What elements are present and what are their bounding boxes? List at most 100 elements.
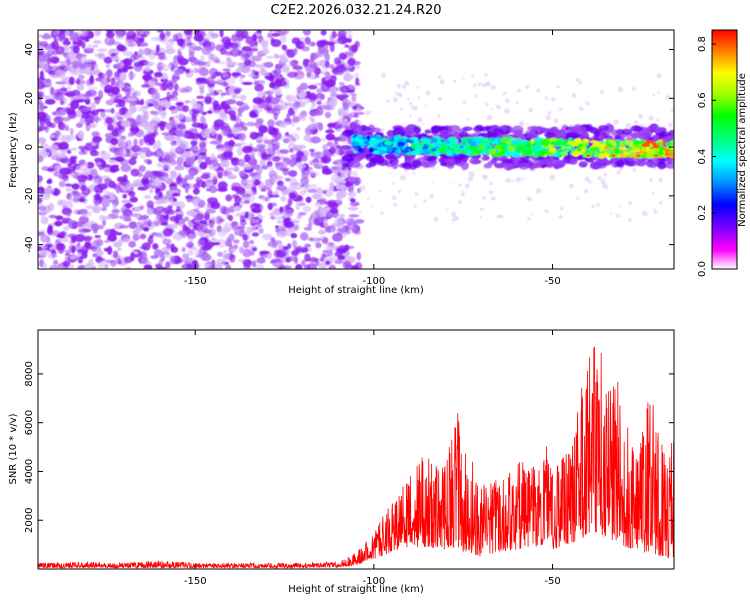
snr-y-tick-label: 8000 bbox=[24, 361, 35, 386]
noise-speckle bbox=[347, 206, 359, 211]
noise-speckle bbox=[296, 86, 302, 93]
noise-speckle bbox=[208, 219, 215, 229]
noise-speckle bbox=[59, 99, 65, 106]
noise-speckle bbox=[329, 43, 335, 53]
noise-speckle bbox=[93, 64, 99, 71]
faint-speckle bbox=[437, 114, 441, 118]
noise-speckle bbox=[227, 174, 237, 180]
faint-speckle bbox=[407, 98, 410, 101]
noise-speckle bbox=[301, 46, 310, 52]
noise-speckle bbox=[217, 147, 228, 152]
signal-cell bbox=[494, 144, 503, 150]
noise-speckle bbox=[114, 153, 123, 158]
noise-speckle bbox=[38, 103, 45, 111]
noise-speckle bbox=[59, 167, 70, 176]
signal-cell bbox=[562, 147, 571, 152]
noise-speckle bbox=[141, 176, 149, 186]
faint-speckle bbox=[468, 171, 475, 177]
faint-speckle bbox=[357, 120, 362, 125]
noise-speckle bbox=[84, 92, 91, 98]
noise-speckle bbox=[169, 151, 178, 160]
noise-speckle bbox=[297, 74, 305, 78]
noise-speckle bbox=[308, 257, 318, 263]
noise-speckle bbox=[93, 184, 104, 194]
noise-speckle bbox=[78, 150, 88, 156]
faint-speckle bbox=[535, 188, 542, 194]
signal-halo bbox=[481, 156, 490, 161]
noise-speckle bbox=[314, 151, 323, 156]
noise-speckle bbox=[132, 152, 139, 157]
noise-speckle bbox=[322, 157, 328, 163]
noise-speckle bbox=[40, 216, 49, 225]
noise-speckle bbox=[147, 236, 154, 245]
noise-speckle bbox=[176, 55, 184, 62]
faint-speckle bbox=[425, 104, 428, 107]
noise-speckle bbox=[72, 197, 80, 203]
noise-speckle bbox=[282, 30, 290, 35]
noise-speckle bbox=[128, 72, 136, 79]
signal-cell bbox=[363, 138, 368, 143]
noise-speckle bbox=[217, 238, 227, 248]
noise-speckle bbox=[160, 195, 170, 200]
faint-speckle bbox=[466, 118, 469, 121]
signal-halo bbox=[595, 156, 608, 165]
snr-series-line bbox=[38, 346, 674, 569]
noise-speckle bbox=[264, 96, 272, 104]
noise-speckle bbox=[151, 181, 163, 187]
noise-speckle bbox=[200, 54, 205, 63]
signal-cell bbox=[461, 137, 470, 142]
noise-speckle bbox=[283, 138, 290, 144]
noise-speckle bbox=[130, 156, 138, 160]
noise-speckle bbox=[332, 165, 341, 175]
faint-speckle bbox=[400, 174, 406, 181]
signal-cell bbox=[555, 138, 565, 142]
noise-speckle bbox=[85, 205, 97, 210]
noise-speckle bbox=[156, 266, 168, 269]
noise-speckle bbox=[199, 147, 208, 154]
noise-speckle bbox=[156, 30, 164, 33]
faint-speckle bbox=[504, 108, 510, 114]
noise-speckle bbox=[67, 83, 72, 91]
signal-halo bbox=[503, 161, 513, 171]
noise-speckle bbox=[233, 244, 239, 250]
noise-speckle bbox=[237, 158, 246, 167]
signal-halo bbox=[346, 149, 354, 154]
noise-speckle bbox=[227, 141, 236, 146]
noise-speckle bbox=[38, 102, 45, 106]
noise-speckle bbox=[47, 253, 58, 260]
noise-speckle bbox=[294, 183, 304, 191]
noise-speckle bbox=[279, 56, 289, 64]
noise-speckle bbox=[274, 141, 281, 150]
noise-speckle bbox=[58, 141, 69, 150]
noise-speckle bbox=[223, 250, 228, 254]
noise-speckle bbox=[141, 242, 151, 251]
signal-cell bbox=[622, 151, 631, 156]
noise-speckle bbox=[343, 51, 355, 56]
noise-speckle bbox=[48, 214, 57, 219]
faint-speckle bbox=[484, 73, 488, 77]
signal-cell bbox=[415, 144, 423, 149]
signal-halo bbox=[585, 123, 593, 132]
signal-halo bbox=[401, 162, 411, 168]
signal-cell bbox=[472, 145, 479, 152]
noise-speckle bbox=[231, 72, 242, 77]
noise-speckle bbox=[221, 159, 230, 168]
noise-speckle bbox=[116, 248, 122, 252]
colorbar: 0.0 0.2 0.4 0.6 0.8 Normalized spectral ampl… bbox=[697, 29, 748, 277]
noise-speckle bbox=[302, 30, 311, 36]
noise-speckle bbox=[337, 227, 344, 236]
faint-speckle bbox=[581, 107, 584, 111]
signal-cell bbox=[480, 141, 487, 145]
noise-speckle bbox=[164, 132, 175, 141]
noise-speckle bbox=[149, 234, 155, 239]
noise-speckle bbox=[123, 210, 130, 217]
noise-speckle bbox=[137, 49, 147, 55]
faint-speckle bbox=[402, 84, 407, 89]
faint-speckle bbox=[399, 107, 403, 111]
faint-speckle bbox=[431, 182, 434, 185]
noise-speckle bbox=[77, 229, 85, 233]
noise-speckle bbox=[184, 85, 193, 93]
noise-speckle bbox=[101, 159, 107, 169]
noise-speckle bbox=[303, 264, 310, 269]
